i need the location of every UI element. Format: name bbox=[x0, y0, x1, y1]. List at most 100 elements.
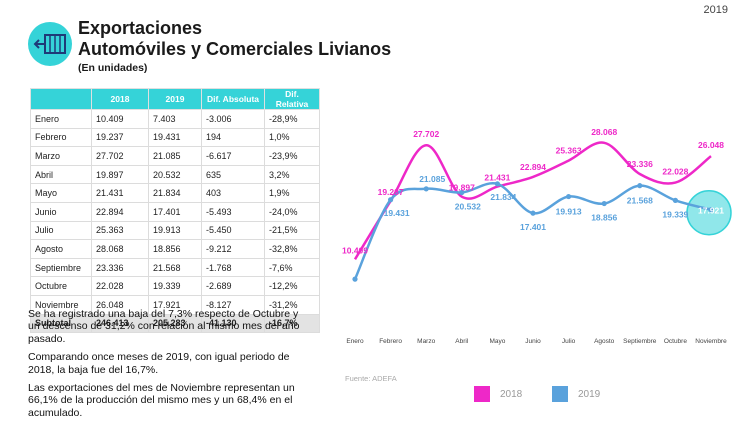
title-line-2: Automóviles y Comerciales Livianos bbox=[78, 39, 392, 59]
table-header-cell: Dif. Absoluta bbox=[201, 88, 265, 110]
table-cell: Mayo bbox=[30, 183, 92, 203]
series-line-2018 bbox=[353, 141, 712, 260]
subtotal-cell: 246.413 bbox=[91, 313, 149, 334]
table-cell: Agosto bbox=[30, 239, 92, 259]
table-cell: -7,6% bbox=[264, 257, 320, 278]
table-cell: -28,9% bbox=[264, 109, 320, 129]
commentary-paragraph: Se ha registrado una baja del 7,3% respe… bbox=[28, 308, 300, 345]
legend-item-2019: 2019 bbox=[552, 386, 600, 402]
table-header-cell: 2018 bbox=[91, 88, 149, 110]
source-note: Fuente: ADEFA bbox=[345, 374, 397, 383]
x-tick-label: Octubre bbox=[664, 338, 688, 345]
table-row: Agosto 28.068 18.856 -9.212 -32,8% bbox=[30, 239, 320, 259]
data-label-2019: 18.856 bbox=[591, 213, 617, 223]
table-cell: -5.493 bbox=[201, 201, 265, 222]
table-cell: 19.237 bbox=[91, 127, 149, 148]
legend-swatch-2018 bbox=[474, 386, 490, 402]
data-label-2019: 19.339 bbox=[662, 209, 688, 219]
table-cell: -9.212 bbox=[201, 239, 265, 259]
line-chart: 10.409 19.237 27.702 19.897 21.431 22.894 25.3… bbox=[342, 127, 732, 345]
data-label-2018: 22.028 bbox=[662, 167, 688, 177]
year-label: 2019 bbox=[703, 4, 728, 16]
table-row: Noviembre 26.048 17.921 -8.127 -31,2% bbox=[30, 294, 320, 315]
table-row: Octubre 22.028 19.339 -2.689 -12,2% bbox=[30, 276, 320, 296]
table-cell: 22.894 bbox=[91, 201, 149, 222]
table-cell: Julio bbox=[30, 220, 92, 241]
legend-label-2019: 2019 bbox=[578, 388, 601, 400]
table-cell: -2.689 bbox=[201, 276, 265, 296]
table-cell: 20.532 bbox=[148, 164, 202, 185]
exports-table: 2018 2019 Dif. Absoluta Dif. Relativa En… bbox=[30, 88, 320, 334]
data-point-2019 bbox=[423, 186, 429, 192]
data-point-2019 bbox=[352, 276, 358, 282]
table-cell: Septiembre bbox=[30, 257, 92, 278]
table-cell: Abril bbox=[30, 164, 92, 185]
x-tick-label: Febrero bbox=[379, 338, 402, 345]
data-label-2018: 19.897 bbox=[449, 183, 475, 193]
table-cell: 17.401 bbox=[148, 201, 202, 222]
data-label-2018: 23.336 bbox=[627, 159, 653, 169]
table-cell: -23,9% bbox=[264, 146, 320, 166]
subtotal-cell: -16,7% bbox=[264, 313, 320, 334]
x-tick-label: Julio bbox=[562, 338, 576, 345]
table-cell: 19.913 bbox=[148, 220, 202, 241]
table-row: Julio 25.363 19.913 -5.450 -21,5% bbox=[30, 220, 320, 241]
table-header-row: 2018 2019 Dif. Absoluta Dif. Relativa bbox=[30, 88, 320, 110]
table-row: Abril 19.897 20.532 635 3,2% bbox=[30, 164, 320, 185]
table-cell: 21.568 bbox=[148, 257, 202, 278]
data-point-2019 bbox=[601, 200, 607, 207]
data-label-2018: 25.363 bbox=[556, 146, 582, 156]
table-cell: 10.409 bbox=[91, 109, 149, 129]
data-label-2019: 20.532 bbox=[455, 201, 481, 211]
data-label-2018: 21.431 bbox=[484, 173, 510, 183]
table-row: Enero 10.409 7.403 -3.006 -28,9% bbox=[30, 109, 320, 129]
table-cell: 7.403 bbox=[148, 109, 202, 129]
table-cell: -24,0% bbox=[264, 201, 320, 222]
x-tick-label: Abril bbox=[455, 338, 469, 345]
table-cell: 403 bbox=[201, 183, 265, 203]
data-point-2019 bbox=[672, 197, 678, 203]
x-tick-label: Enero bbox=[346, 338, 364, 345]
title-subtitle: (En unidades) bbox=[78, 62, 148, 74]
legend-item-2018: 2018 bbox=[474, 386, 522, 402]
data-label-2019: 19.431 bbox=[384, 208, 410, 218]
table-cell: Enero bbox=[30, 109, 92, 129]
table-cell: 194 bbox=[201, 127, 265, 148]
x-tick-label: Junio bbox=[525, 338, 541, 345]
legend-swatch-2019 bbox=[552, 386, 568, 402]
table-cell: 19.431 bbox=[148, 127, 202, 148]
data-label-2018: 22.894 bbox=[520, 162, 546, 172]
table-cell: 28.068 bbox=[91, 239, 149, 259]
table-cell: 21.085 bbox=[148, 146, 202, 166]
title-line-1: Exportaciones bbox=[78, 18, 203, 38]
table-cell: -6.617 bbox=[201, 146, 265, 166]
table-cell: 26.048 bbox=[91, 294, 149, 315]
table-cell: Febrero bbox=[30, 127, 92, 148]
table-row: Junio 22.894 17.401 -5.493 -24,0% bbox=[30, 201, 320, 222]
subtotal-cell: -41.130 bbox=[201, 313, 265, 334]
data-point-2019 bbox=[459, 189, 465, 196]
data-label-2019: 21.834 bbox=[490, 192, 516, 202]
table-cell: Junio bbox=[30, 201, 92, 222]
table-header-cell bbox=[30, 88, 92, 110]
export-truck-icon bbox=[33, 34, 66, 54]
table-row: Septiembre 23.336 21.568 -1.768 -7,6% bbox=[30, 257, 320, 278]
table-cell: 635 bbox=[201, 164, 265, 185]
table-row: Mayo 21.431 21.834 403 1,9% bbox=[30, 183, 320, 203]
data-label-2019: 19.913 bbox=[556, 207, 582, 217]
table-cell: -8.127 bbox=[201, 294, 265, 315]
table-subtotal-row: Subtotal 246.413 205.283 -41.130 -16,7% bbox=[30, 313, 320, 334]
subtotal-cell: Subtotal bbox=[30, 313, 92, 334]
table-cell: Noviembre bbox=[30, 294, 92, 315]
x-tick-label: Septiembre bbox=[623, 338, 657, 345]
x-tick-label: Agosto bbox=[594, 338, 615, 345]
data-point-2019 bbox=[530, 210, 536, 216]
table-cell: -12,2% bbox=[264, 276, 320, 296]
data-label-2018: 19.237 bbox=[378, 187, 404, 197]
commentary: Se ha registrado una baja del 7,3% respe… bbox=[28, 308, 303, 425]
table-cell: -3.006 bbox=[201, 109, 265, 129]
logo bbox=[28, 22, 72, 66]
table-cell: 1,0% bbox=[264, 127, 320, 148]
table-cell: -31,2% bbox=[264, 294, 320, 315]
table-cell: 22.028 bbox=[91, 276, 149, 296]
